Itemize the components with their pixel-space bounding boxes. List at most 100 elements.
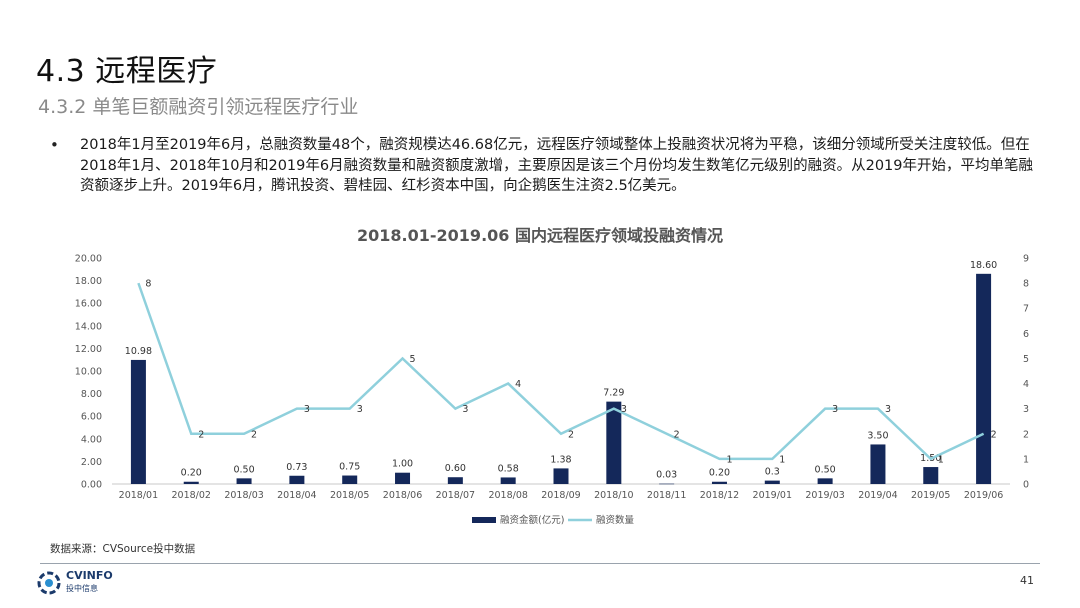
line-data-label: 3 <box>304 404 310 415</box>
bar-data-label: 1.38 <box>550 454 571 465</box>
line-data-label: 2 <box>991 429 997 440</box>
line-data-label: 2 <box>251 429 257 440</box>
x-category-label: 2019/05 <box>911 490 950 501</box>
line-data-label: 3 <box>357 404 363 415</box>
line-data-label: 8 <box>145 279 151 290</box>
legend-bar-swatch <box>472 517 496 523</box>
x-category-label: 2018/08 <box>488 490 527 501</box>
bar <box>923 467 939 484</box>
y-left-tick-label: 8.00 <box>81 389 102 400</box>
bar-data-label: 0.3 <box>765 467 780 478</box>
bullet-text: 2018年1月至2019年6月，总融资数量48个，融资规模达46.68亿元，远程… <box>80 137 1034 194</box>
y-right-tick-label: 5 <box>1023 354 1029 365</box>
y-right-tick-label: 2 <box>1023 429 1029 440</box>
legend-bar-label: 融资金额(亿元) <box>500 514 564 526</box>
bar-data-label: 0.50 <box>233 464 254 475</box>
bar <box>606 401 622 484</box>
bar-data-label: 7.29 <box>603 388 624 399</box>
line-data-label: 1 <box>726 454 732 465</box>
bar <box>976 273 992 484</box>
y-right-tick-label: 8 <box>1023 279 1029 290</box>
x-category-label: 2019/03 <box>805 490 844 501</box>
bar-data-label: 0.20 <box>709 468 730 479</box>
x-category-label: 2018/02 <box>172 490 211 501</box>
y-left-tick-label: 6.00 <box>81 412 102 423</box>
x-category-label: 2019/04 <box>858 490 897 501</box>
bar-data-label: 18.60 <box>970 260 997 271</box>
bar <box>764 480 780 484</box>
x-category-label: 2018/06 <box>383 490 422 501</box>
page-title: 4.3 远程医疗 <box>36 54 218 89</box>
x-category-label: 2018/01 <box>119 490 158 501</box>
line-data-label: 4 <box>515 379 521 390</box>
legend-line-label: 融资数量 <box>596 514 635 526</box>
x-category-label: 2018/09 <box>541 490 580 501</box>
bar <box>289 475 305 484</box>
data-source-note: 数据来源：CVSource投中数据 <box>50 543 196 555</box>
y-right-tick-label: 7 <box>1023 304 1029 315</box>
y-right-tick-label: 1 <box>1023 454 1029 465</box>
bar-data-label: 0.58 <box>498 463 519 474</box>
page-subtitle: 4.3.2 单笔巨额融资引领远程医疗行业 <box>38 96 359 118</box>
logo-subtext: 投中信息 <box>66 584 98 593</box>
bar-data-label: 0.03 <box>656 470 677 481</box>
x-category-label: 2018/11 <box>647 490 686 501</box>
y-left-tick-label: 4.00 <box>81 434 102 445</box>
bar <box>236 478 252 484</box>
x-category-label: 2019/01 <box>753 490 792 501</box>
bar <box>342 475 358 484</box>
line-data-label: 1 <box>938 454 944 465</box>
bar <box>130 359 146 484</box>
footer-divider <box>40 563 1040 564</box>
line-data-label: 2 <box>198 429 204 440</box>
line-data-label: 2 <box>674 429 680 440</box>
line-data-label: 1 <box>779 454 785 465</box>
chart-title: 2018.01-2019.06 国内远程医疗领域投融资情况 <box>357 226 723 245</box>
x-category-label: 2018/03 <box>224 490 263 501</box>
y-left-tick-label: 20.00 <box>75 254 102 265</box>
y-left-tick-label: 14.00 <box>75 321 102 332</box>
x-category-label: 2018/07 <box>436 490 475 501</box>
x-category-label: 2018/10 <box>594 490 633 501</box>
y-left-tick-label: 12.00 <box>75 344 102 355</box>
bar-data-label: 0.73 <box>286 462 307 473</box>
y-left-tick-label: 18.00 <box>75 276 102 287</box>
y-right-tick-label: 0 <box>1023 480 1029 491</box>
line-data-label: 2 <box>568 429 574 440</box>
bar-data-label: 0.20 <box>181 468 202 479</box>
bar-data-label: 3.50 <box>867 430 888 441</box>
x-category-label: 2019/06 <box>964 490 1003 501</box>
bullet-marker: • <box>50 136 59 154</box>
bar-data-label: 10.98 <box>125 346 152 357</box>
y-right-tick-label: 9 <box>1023 254 1029 265</box>
bar-data-label: 1.00 <box>392 459 413 470</box>
bar <box>183 481 199 484</box>
bar <box>447 477 463 484</box>
y-left-tick-label: 2.00 <box>81 457 102 468</box>
bar-data-label: 0.75 <box>339 462 360 473</box>
bar-data-label: 0.50 <box>815 464 836 475</box>
x-category-label: 2018/05 <box>330 490 369 501</box>
bar <box>395 472 411 484</box>
line-data-label: 5 <box>410 354 416 365</box>
bar <box>553 468 569 484</box>
bar <box>711 481 727 484</box>
bar <box>817 478 833 484</box>
combo-chart: 0.00 2.00 4.00 6.00 8.00 10.00 12.00 14.00 16.00… <box>75 254 1029 527</box>
line-data-label: 3 <box>885 404 891 415</box>
cvinfo-logo: CVINFO 投中信息 <box>36 566 156 600</box>
logo-text: CVINFO <box>66 569 113 582</box>
y-left-tick-label: 0.00 <box>81 480 102 491</box>
bar <box>500 477 516 484</box>
line-data-label: 3 <box>462 404 468 415</box>
bar-data-label: 0.60 <box>445 463 466 474</box>
y-right-tick-label: 3 <box>1023 404 1029 415</box>
bar <box>870 444 886 484</box>
page-number: 41 <box>1020 574 1034 587</box>
y-left-tick-label: 16.00 <box>75 299 102 310</box>
bullet-paragraph: • 2018年1月至2019年6月，总融资数量48个，融资规模达46.68亿元，… <box>50 135 1040 197</box>
line-data-label: 3 <box>621 404 627 415</box>
y-left-tick-label: 10.00 <box>75 367 102 378</box>
x-category-label: 2018/12 <box>700 490 739 501</box>
y-right-tick-label: 6 <box>1023 329 1029 340</box>
